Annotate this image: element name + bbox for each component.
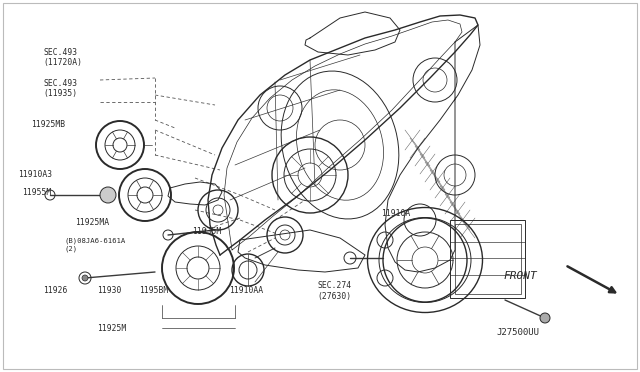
Text: 11925MA: 11925MA (76, 218, 109, 227)
Bar (455, 224, 521, 294)
Circle shape (100, 187, 116, 203)
Text: 11910A3: 11910A3 (18, 170, 52, 179)
Text: J27500UU: J27500UU (497, 328, 540, 337)
Text: 1195BM: 1195BM (140, 286, 169, 295)
Text: FRONT: FRONT (503, 271, 537, 281)
Text: 11926: 11926 (44, 286, 68, 295)
Circle shape (540, 313, 550, 323)
Text: 11935M: 11935M (192, 227, 221, 236)
Text: 11910AA: 11910AA (229, 286, 263, 295)
Text: 11925MB: 11925MB (31, 120, 65, 129)
Text: SEC.493
(11720A): SEC.493 (11720A) (44, 48, 83, 67)
Text: SEC.274
(27630): SEC.274 (27630) (317, 281, 351, 301)
Text: (B)08JA6-6161A
(2): (B)08JA6-6161A (2) (64, 238, 125, 252)
Text: SEC.493
(11935): SEC.493 (11935) (44, 79, 77, 98)
Text: 11930: 11930 (97, 286, 122, 295)
Circle shape (82, 275, 88, 281)
Text: 11955M: 11955M (22, 188, 51, 197)
Bar (450, 220, 525, 298)
Text: 11910A: 11910A (381, 209, 411, 218)
Text: 11925M: 11925M (97, 324, 127, 333)
